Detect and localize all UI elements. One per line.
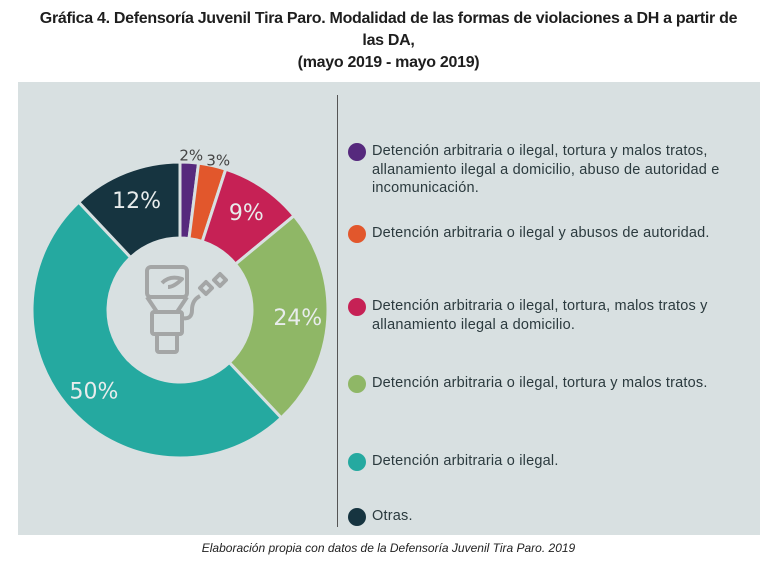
- chart-title: Gráfica 4. Defensoría Juvenil Tira Paro.…: [0, 8, 777, 74]
- legend-label: Detención arbitraria o ilegal, tortura y…: [372, 375, 708, 391]
- legend-label: Otras.: [372, 508, 413, 524]
- data-label: 12%: [112, 189, 161, 214]
- legend-swatch: [348, 143, 366, 161]
- legend-swatch: [348, 453, 366, 471]
- donut-slice: [227, 213, 330, 421]
- title-line-1: Gráfica 4. Defensoría Juvenil Tira Paro.…: [39, 10, 738, 27]
- data-label: 2%: [179, 146, 203, 164]
- data-label: 24%: [273, 306, 322, 331]
- data-label: 3%: [206, 151, 230, 169]
- title-line-2: las DA,: [362, 32, 415, 49]
- legend-item: Detención arbitraria o ilegal, tortura, …: [348, 297, 762, 334]
- legend-label: Detención arbitraria o ilegal y abusos d…: [372, 225, 710, 241]
- legend-label: Detención arbitraria o ilegal.: [372, 453, 559, 469]
- legend-item: Detención arbitraria o ilegal y abusos d…: [348, 224, 762, 243]
- legend-label: Detención arbitraria o ilegal, tortura y…: [372, 143, 720, 196]
- legend-label: Detención arbitraria o ilegal, tortura, …: [372, 298, 708, 333]
- legend-swatch: [348, 375, 366, 393]
- legend-item: Detención arbitraria o ilegal, tortura y…: [348, 374, 762, 393]
- legend-swatch: [348, 508, 366, 526]
- title-line-3: (mayo 2019 - mayo 2019): [297, 54, 480, 71]
- divider: [337, 95, 338, 527]
- donut-slice: [76, 160, 182, 260]
- donut-chart: 2% 3% 9% 24% 50% 12%: [30, 146, 330, 460]
- source-note: Elaboración propia con datos de la Defen…: [201, 541, 576, 555]
- legend-swatch: [348, 298, 366, 316]
- legend-swatch: [348, 225, 366, 243]
- legend-item: Detención arbitraria o ilegal, tortura y…: [348, 142, 762, 198]
- legend-item: Otras.: [348, 507, 762, 526]
- data-label: 9%: [229, 201, 264, 226]
- prisoner-chain-icon: [145, 265, 228, 354]
- donut-slice: [30, 199, 284, 460]
- chart-panel: 2% 3% 9% 24% 50% 12% Detención arbitraria o i…: [18, 82, 760, 535]
- data-label: 50%: [70, 379, 119, 404]
- legend-item: Detención arbitraria o ilegal.: [348, 452, 762, 471]
